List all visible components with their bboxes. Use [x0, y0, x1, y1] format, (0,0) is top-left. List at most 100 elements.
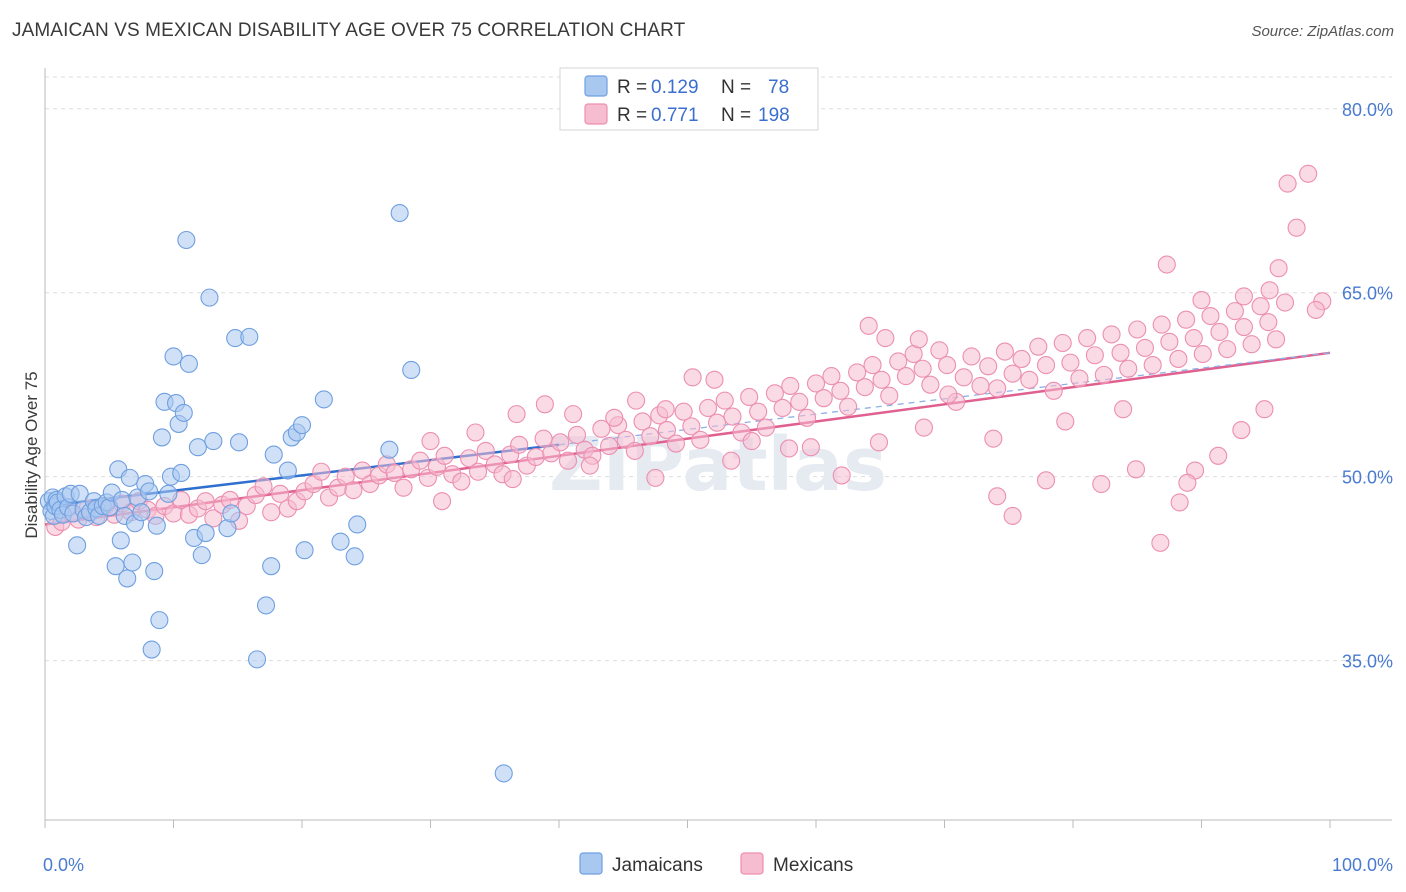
mexican-point: [859, 316, 878, 335]
mexican-point: [1242, 335, 1261, 354]
legend-swatch-mexicans: [584, 103, 608, 125]
jamaican-point: [222, 504, 241, 523]
mexican-point: [790, 392, 809, 411]
bottom-legend-swatch-mexicans: [740, 852, 764, 875]
jamaican-point: [204, 432, 223, 451]
mexican-point: [749, 402, 768, 421]
data-points: [39, 164, 1332, 783]
y-axis-title: Disability Age Over 75: [22, 371, 41, 538]
mexican-point: [979, 357, 998, 376]
mexican-point: [627, 391, 646, 410]
mexican-point: [476, 441, 495, 460]
mexican-point: [1151, 533, 1170, 552]
mexican-point: [839, 397, 858, 416]
mexican-point: [1260, 281, 1279, 300]
mexican-point: [1287, 218, 1306, 237]
y-tick-labels: 35.0% 50.0% 65.0% 80.0%: [1342, 100, 1393, 672]
source-label: Source: ZipAtlas.com: [1251, 23, 1394, 40]
mexican-point: [507, 405, 526, 424]
legend-r-value: 0.771: [651, 105, 699, 126]
mexican-point: [468, 462, 488, 481]
mexican-point: [551, 433, 570, 452]
mexican-point: [896, 367, 916, 386]
mexican-point: [466, 423, 485, 442]
jamaican-point: [145, 562, 164, 581]
mexican-point: [914, 418, 933, 437]
mexican-point: [1234, 318, 1253, 337]
mexican-point: [394, 478, 413, 497]
jamaican-point: [164, 347, 183, 366]
jamaican-point: [113, 490, 132, 510]
mexican-point: [889, 352, 908, 371]
mexican-point: [1111, 343, 1130, 362]
bottom-legend-mexicans: Mexicans: [773, 855, 853, 876]
mexican-point: [723, 407, 742, 426]
jamaican-point: [494, 764, 513, 783]
legend-r-label: R =: [617, 105, 647, 126]
mexican-point: [503, 470, 522, 489]
mexican-point: [740, 387, 759, 407]
mexican-point: [962, 347, 981, 366]
jamaican-point: [123, 553, 142, 572]
x-tick-labels: 0.0% 100.0%: [43, 855, 1393, 875]
jamaican-point: [132, 503, 151, 522]
mexican-point: [913, 359, 932, 378]
mexican-point: [1070, 369, 1089, 388]
mexican-point: [1218, 340, 1237, 359]
mexican-point: [855, 378, 874, 397]
mexican-point: [558, 451, 578, 470]
y-tick-label: 50.0%: [1342, 468, 1393, 488]
mexican-point: [722, 451, 741, 470]
jamaican-point: [390, 203, 409, 223]
legend-r-label: R =: [617, 77, 647, 98]
jamaican-point: [402, 360, 421, 380]
mexican-point: [641, 427, 660, 446]
mexican-point: [1094, 365, 1113, 384]
mexican-point: [683, 368, 702, 387]
bottom-legend-swatch-jamaicans: [579, 852, 603, 875]
mexican-point: [1061, 353, 1080, 372]
mexican-point: [765, 384, 784, 403]
mexican-point: [1003, 364, 1022, 383]
mexican-point: [344, 481, 363, 500]
mexican-point: [1029, 337, 1048, 356]
jamaican-point: [247, 650, 267, 669]
mexican-point: [1193, 344, 1212, 364]
mexican-point: [1299, 164, 1318, 183]
jamaican-point: [177, 230, 196, 250]
jamaican-point: [295, 541, 314, 560]
mexican-point: [1044, 381, 1063, 400]
mexican-point: [1092, 474, 1111, 494]
jamaican-point: [264, 445, 283, 464]
legend-n-label: N =: [721, 77, 751, 98]
mexican-point: [353, 461, 372, 480]
mexican-point: [411, 451, 430, 470]
x-tick-label: 0.0%: [43, 855, 84, 875]
mexican-point: [580, 456, 599, 475]
mexican-point: [605, 408, 624, 427]
mexican-point: [1152, 315, 1171, 334]
mexican-point: [1184, 329, 1203, 348]
mexican-point: [1036, 471, 1056, 490]
mexican-point: [336, 467, 355, 486]
mexican-point: [600, 436, 619, 456]
mexican-point: [715, 391, 734, 410]
mexican-point: [814, 389, 833, 408]
jamaican-point: [240, 327, 259, 346]
mexican-point: [1053, 333, 1072, 353]
mexican-point: [1128, 320, 1147, 339]
mexican-point: [938, 356, 957, 375]
jamaican-point: [68, 536, 87, 555]
jamaican-point: [200, 288, 219, 307]
mexican-point: [674, 402, 693, 421]
jamaican-point: [331, 532, 350, 551]
mexican-point: [1114, 400, 1133, 419]
legend-swatch-jamaicans: [584, 75, 608, 97]
mexican-point: [1251, 297, 1270, 316]
mexican-point: [1020, 370, 1039, 389]
mexican-point: [452, 472, 471, 491]
jamaican-point: [159, 484, 178, 503]
mexican-point: [984, 429, 1003, 448]
grid-lines: [45, 76, 1392, 662]
